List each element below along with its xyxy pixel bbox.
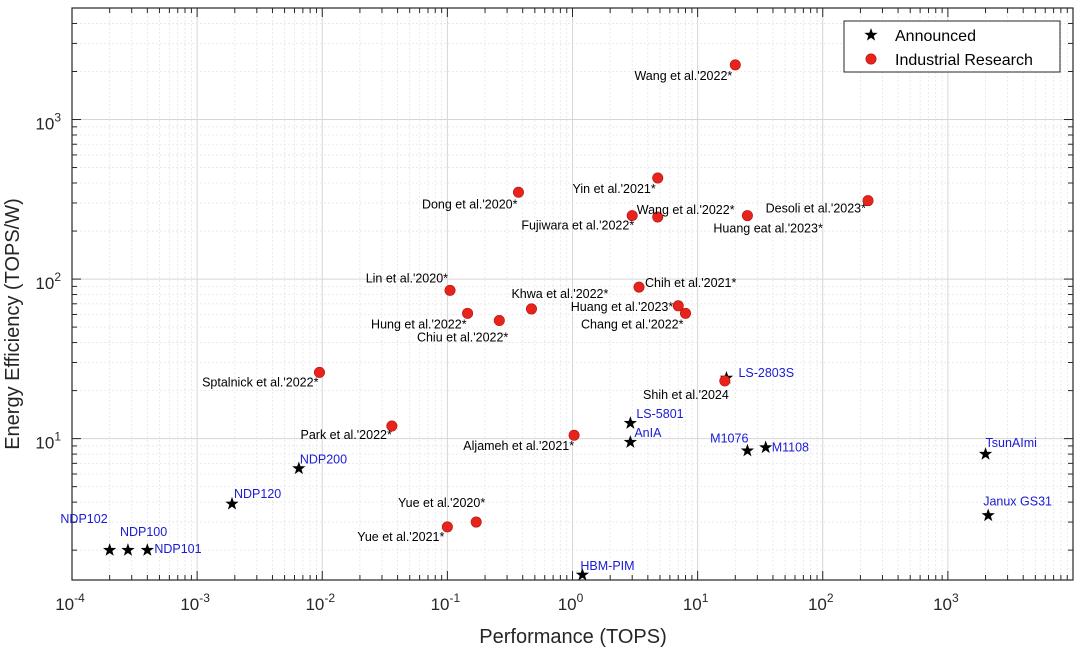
- announced-star-hbm-pim: [575, 567, 590, 581]
- point-label: Khwa et al.'2022*: [511, 287, 608, 301]
- announced-star-ndp200: [292, 461, 306, 475]
- point-label: Yue et al.'2020*: [398, 496, 485, 510]
- research-point-hung-et-al-2022: [462, 307, 474, 319]
- research-point-desoli-et-al-2023: [862, 195, 874, 207]
- point-labels: NDP102 NDP100 NDP101 NDP120 NDP200 HBM-PIM LS-…: [60, 69, 1052, 573]
- point-label: Huang eat al.'2023*: [713, 222, 823, 236]
- point-label: Wang et al.'2022*: [637, 203, 735, 217]
- announced-star-m1076: [740, 443, 755, 457]
- x-tick-label: 103: [933, 591, 959, 614]
- research-point-aljameh-et-al-2021: [568, 429, 580, 441]
- point-label: Chiu et al.'2022*: [417, 331, 508, 345]
- point-label: NDP100: [120, 525, 167, 539]
- point-label: Yue et al.'2021*: [357, 530, 444, 544]
- legend-label: Announced: [895, 28, 976, 45]
- x-tick-labels: 10-4 10-3 10-2 10-1 100 101 102 103: [55, 591, 959, 614]
- research-point-chang-et-al-2022: [679, 307, 691, 319]
- point-label: LS-5801: [636, 407, 683, 421]
- research-point-yue-et-al-2020: [470, 516, 482, 528]
- announced-star-ndp120: [225, 496, 239, 510]
- y-tick-label: 102: [35, 270, 61, 293]
- legend: Announced Industrial Research: [843, 20, 1061, 73]
- point-label: NDP102: [60, 512, 107, 526]
- announced-star-tsunaimi: [978, 447, 993, 460]
- research-point-yin-et-al-2021: [652, 172, 664, 184]
- y-tick-label: 103: [35, 111, 61, 134]
- point-label: Desoli et al.'2023*: [766, 202, 867, 216]
- point-label: NDP101: [154, 542, 201, 556]
- point-label: Fujiwara et al.'2022*: [521, 219, 634, 233]
- x-tick-label: 102: [808, 591, 834, 614]
- legend-box: [843, 20, 1061, 73]
- research-point-fujiwara-et-al-2022: [626, 210, 638, 222]
- legend-star-icon: [864, 28, 878, 41]
- announced-star-janux-gs31: [981, 508, 995, 522]
- x-tick-label: 10-1: [431, 591, 461, 614]
- announced-star-m1108: [759, 440, 773, 454]
- legend-label: Industrial Research: [895, 52, 1033, 69]
- research-point-chih-et-al-2021: [633, 281, 645, 293]
- y-tick-labels: 101 102 103: [35, 111, 61, 453]
- point-label: Park et al.'2022*: [301, 428, 392, 442]
- point-label: TsunAImi: [986, 436, 1037, 450]
- point-label: Yin et al.'2021*: [573, 182, 656, 196]
- point-label: Sptalnick et al.'2022*: [202, 375, 318, 389]
- data-points: [103, 59, 995, 581]
- point-label: Janux GS31: [983, 494, 1052, 508]
- point-label: Huang et al.'2023*: [571, 300, 674, 314]
- research-point-yue-et-al-2021: [441, 521, 453, 533]
- research-point-chiu-et-al-2022: [493, 315, 505, 327]
- point-label: Dong et al.'2020*: [422, 197, 518, 211]
- legend-circle-icon: [865, 53, 877, 65]
- research-point-sptalnick-et-al-2022: [313, 366, 325, 378]
- research-point-khwa-et-al-2022: [525, 303, 537, 315]
- announced-star-ls-5801: [623, 416, 638, 429]
- point-label: AnIA: [634, 426, 662, 440]
- grid: [71, 7, 1073, 580]
- x-tick-label: 10-3: [180, 591, 210, 614]
- x-axis-title: Performance (TOPS): [479, 626, 666, 648]
- research-point-lin-et-al-2020: [444, 284, 456, 296]
- announced-star-ndp101: [140, 543, 154, 556]
- research-point-wang-et-al-2022: [729, 59, 741, 71]
- x-tick-label: 101: [683, 591, 709, 614]
- point-label: Aljameh et al.'2021*: [463, 439, 574, 453]
- x-tick-label: 10-2: [305, 591, 335, 614]
- y-axis-title: Energy Efficiency (TOPS/W): [2, 198, 24, 450]
- point-label: Lin et al.'2020*: [366, 271, 448, 285]
- point-label: Wang et al.'2022*: [634, 69, 732, 83]
- research-point-shih-et-al-2024: [719, 375, 731, 387]
- announced-star-ndp102: [103, 543, 117, 556]
- research-point-huang-eat-al-2023: [741, 210, 753, 222]
- announced-star-ndp100: [121, 543, 135, 556]
- point-label: Hung et al.'2022*: [371, 317, 467, 331]
- point-label: Shih et al.'2024: [643, 388, 729, 402]
- point-label: Chih et al.'2021*: [645, 276, 736, 290]
- point-label: Chang et al.'2022*: [581, 317, 684, 331]
- point-label: M1108: [772, 440, 809, 454]
- research-point-park-et-al-2022: [386, 420, 398, 432]
- announced-star-ania: [623, 435, 638, 448]
- axis-ticks: [71, 7, 1073, 580]
- research-point-dong-et-al-2020: [512, 186, 524, 198]
- point-label: M1076: [710, 432, 748, 446]
- point-label: NDP120: [234, 487, 281, 501]
- point-label: LS-2803S: [738, 366, 794, 380]
- point-label: NDP200: [300, 452, 347, 466]
- y-tick-label: 101: [35, 430, 61, 453]
- point-label: HBM-PIM: [580, 559, 634, 573]
- x-tick-label: 10-4: [55, 591, 85, 614]
- research-point-wang-et-al-2022: [652, 211, 664, 223]
- research-point-huang-et-al-2023: [672, 300, 684, 312]
- x-tick-label: 100: [558, 591, 584, 614]
